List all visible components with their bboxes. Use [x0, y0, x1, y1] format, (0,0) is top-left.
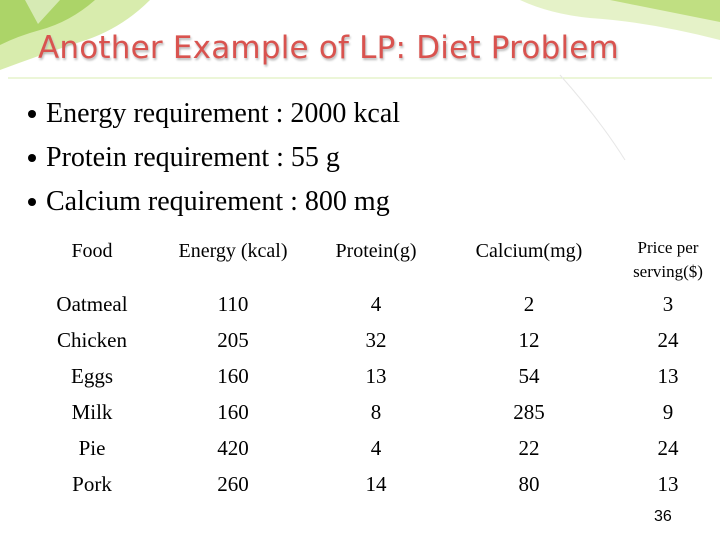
header-food: Food — [71, 240, 113, 262]
requirements-list: Energy requirement : 2000 kcal Protein r… — [28, 92, 400, 224]
bullet-item-protein: Protein requirement : 55 g — [28, 136, 400, 180]
cell-protein: 13 — [365, 363, 387, 388]
page-number: 36 — [654, 508, 672, 525]
table-row: Pie 420 4 22 24 — [30, 430, 718, 466]
table-row: Milk 160 8 285 9 — [30, 394, 718, 430]
cell-protein: 14 — [365, 471, 387, 496]
cell-calcium: 22 — [518, 435, 540, 460]
cell-price: 13 — [657, 471, 679, 496]
cell-calcium: 12 — [518, 327, 540, 352]
header-price-line2: serving($) — [633, 262, 703, 281]
cell-calcium: 2 — [523, 291, 535, 316]
page-title: Another Example of LP: Diet Problem — [38, 30, 619, 66]
table-row: Oatmeal 110 4 2 3 — [30, 286, 718, 322]
cell-protein: 8 — [370, 399, 382, 424]
header-price-line1: Price per — [637, 238, 699, 257]
cell-price: 24 — [657, 435, 679, 460]
cell-food: Chicken — [57, 327, 127, 352]
cell-protein: 4 — [370, 435, 382, 460]
header-price: Price per serving($) — [618, 230, 718, 286]
decorative-curve — [559, 74, 626, 161]
cell-calcium: 80 — [518, 471, 540, 496]
bullet-dot-icon — [28, 154, 36, 162]
cell-energy: 420 — [217, 435, 249, 460]
cell-protein: 4 — [370, 291, 382, 316]
cell-energy: 205 — [217, 327, 249, 352]
cell-energy: 160 — [217, 399, 249, 424]
cell-price: 13 — [657, 363, 679, 388]
bullet-item-energy: Energy requirement : 2000 kcal — [28, 92, 400, 136]
cell-calcium: 285 — [513, 399, 545, 424]
cell-food: Pie — [78, 435, 106, 460]
table-row: Pork 260 14 80 13 — [30, 466, 718, 502]
bullet-text: Energy requirement : 2000 kcal — [46, 98, 401, 129]
green-leaf-corner-top-left — [0, 0, 150, 70]
header-calcium: Calcium(mg) — [475, 240, 583, 262]
bullet-text: Protein requirement : 55 g — [46, 142, 340, 173]
bullet-dot-icon — [28, 198, 36, 206]
header-energy: Energy (kcal) — [178, 240, 288, 262]
cell-calcium: 54 — [518, 363, 540, 388]
cell-protein: 32 — [365, 327, 387, 352]
cell-food: Milk — [71, 399, 113, 424]
bullet-item-calcium: Calcium requirement : 800 mg — [28, 180, 400, 224]
cell-price: 3 — [662, 291, 674, 316]
header-protein: Protein(g) — [335, 240, 417, 262]
cell-food: Eggs — [71, 363, 113, 388]
table-row: Eggs 160 13 54 13 — [30, 358, 718, 394]
cell-price: 9 — [662, 399, 674, 424]
cell-price: 24 — [657, 327, 679, 352]
bullet-dot-icon — [28, 110, 36, 118]
cell-food: Pork — [72, 471, 112, 496]
table-header-row: Food Energy (kcal) Protein(g) Calcium(mg… — [30, 230, 718, 286]
diet-table: Food Energy (kcal) Protein(g) Calcium(mg… — [30, 230, 718, 502]
cell-energy: 160 — [217, 363, 249, 388]
cell-food: Oatmeal — [56, 291, 128, 316]
table-row: Chicken 205 32 12 24 — [30, 322, 718, 358]
cell-energy: 110 — [217, 291, 249, 316]
cell-energy: 260 — [217, 471, 249, 496]
bullet-text: Calcium requirement : 800 mg — [46, 186, 390, 217]
green-leaf-corner-top-right — [520, 0, 720, 40]
